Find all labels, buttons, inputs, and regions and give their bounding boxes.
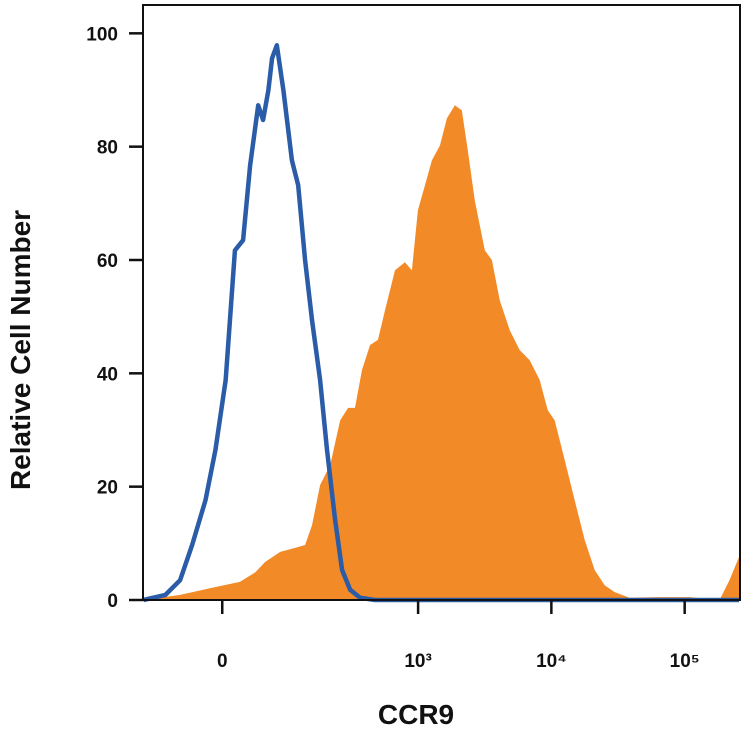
y-tick-label: 20 [97, 478, 118, 499]
histogram-line [142, 42, 740, 603]
x-tick-label: 0 [217, 651, 228, 672]
x-tick-label: 10⁵ [670, 651, 700, 672]
y-tick-label: 60 [97, 251, 118, 272]
x-tick-label: 10³ [404, 651, 431, 672]
y-axis-label: Relative Cell Number [5, 210, 36, 490]
x-tick-label: 10⁴ [536, 651, 567, 672]
x-axis-label: CCR9 [378, 699, 454, 730]
y-tick-label: 80 [97, 138, 118, 159]
y-tick-label: 100 [86, 24, 118, 45]
y-tick-label: 0 [107, 591, 118, 612]
y-tick-label: 40 [97, 364, 118, 385]
histogram-area [143, 105, 740, 601]
plot-frame [142, 4, 741, 601]
